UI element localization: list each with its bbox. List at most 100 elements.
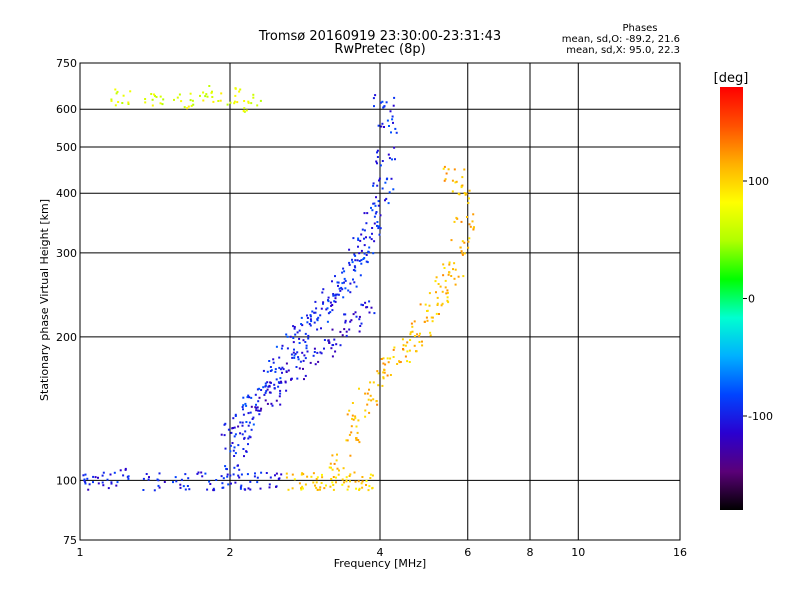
data-point: [227, 483, 230, 486]
data-point: [451, 190, 454, 193]
y-tick-label: 100: [56, 474, 77, 487]
data-point: [442, 263, 445, 266]
data-point: [331, 328, 334, 331]
y-axis-label: Stationary phase Virtual Height [km]: [38, 199, 51, 401]
data-point: [387, 361, 390, 364]
data-point: [278, 356, 281, 359]
data-point: [229, 101, 232, 104]
data-point: [243, 455, 245, 458]
data-point: [312, 354, 315, 357]
data-point: [271, 404, 274, 407]
data-point: [353, 265, 356, 268]
data-point: [241, 433, 244, 436]
data-point: [375, 196, 377, 199]
data-point: [377, 372, 380, 375]
data-point: [355, 437, 357, 440]
data-point: [343, 313, 346, 316]
data-point: [129, 90, 132, 93]
data-point: [355, 425, 358, 428]
data-point: [352, 278, 354, 281]
data-point: [441, 302, 444, 305]
data-point: [256, 476, 259, 479]
data-point: [358, 489, 361, 491]
data-point: [357, 419, 360, 422]
data-point: [307, 337, 310, 340]
data-point: [393, 146, 396, 149]
data-point: [265, 472, 268, 474]
data-point: [444, 178, 447, 181]
data-point: [317, 316, 320, 319]
data-point: [319, 314, 322, 317]
data-point: [296, 377, 299, 380]
data-point: [241, 421, 244, 424]
data-point: [368, 388, 370, 391]
data-point: [237, 464, 239, 467]
data-point: [211, 90, 213, 93]
data-point: [202, 91, 205, 94]
data-point: [460, 220, 463, 223]
data-point: [144, 98, 147, 100]
data-point: [327, 300, 330, 303]
data-point: [346, 439, 349, 442]
data-point: [468, 189, 471, 192]
y-tick-label: 200: [56, 331, 77, 344]
data-point: [331, 304, 334, 306]
data-point: [200, 471, 203, 474]
data-point: [385, 197, 388, 200]
data-point: [381, 100, 384, 103]
data-point: [275, 472, 278, 475]
chart-title: Tromsø 20160919 23:30:00-23:31:43: [258, 29, 501, 44]
data-point: [473, 226, 475, 229]
data-point: [327, 296, 330, 299]
data-point: [329, 311, 332, 314]
data-point: [302, 487, 304, 490]
data-point: [376, 221, 379, 223]
data-point: [233, 435, 236, 438]
data-point: [253, 475, 256, 478]
data-point: [367, 398, 370, 401]
data-point: [180, 478, 183, 481]
data-point: [301, 324, 304, 327]
data-point: [425, 316, 428, 319]
data-point: [446, 299, 449, 302]
data-point: [401, 338, 404, 341]
data-point: [264, 399, 267, 402]
data-point: [354, 480, 357, 483]
data-point: [233, 466, 236, 469]
data-point: [352, 237, 355, 240]
data-point: [279, 392, 282, 395]
data-point: [110, 482, 113, 485]
data-point: [336, 281, 339, 284]
data-point: [322, 288, 325, 291]
data-point: [309, 361, 312, 364]
data-point: [245, 421, 248, 423]
data-point: [360, 482, 363, 485]
data-point: [360, 249, 363, 252]
data-point: [349, 480, 351, 483]
data-point: [380, 125, 383, 128]
data-point: [280, 380, 282, 383]
data-point: [321, 476, 324, 479]
y-tick-label: 500: [56, 141, 77, 154]
data-point: [368, 485, 371, 488]
data-point: [315, 486, 318, 489]
data-point: [460, 186, 463, 189]
colorbar-tick-label: 100: [748, 175, 769, 188]
data-point: [348, 328, 351, 331]
data-point: [438, 313, 440, 315]
data-point: [220, 433, 223, 436]
data-point: [435, 312, 438, 315]
data-point: [467, 202, 470, 204]
data-point: [447, 301, 450, 304]
data-point: [374, 94, 377, 97]
data-point: [197, 471, 200, 474]
data-point: [331, 481, 334, 484]
data-point: [114, 104, 117, 107]
data-point: [279, 377, 282, 380]
data-point: [285, 476, 288, 479]
data-point: [472, 227, 475, 230]
stats-line-o: mean, sd,O: -89.2, 21.6: [562, 34, 680, 45]
data-point: [239, 432, 242, 435]
data-point: [394, 127, 397, 130]
data-point: [441, 290, 444, 293]
